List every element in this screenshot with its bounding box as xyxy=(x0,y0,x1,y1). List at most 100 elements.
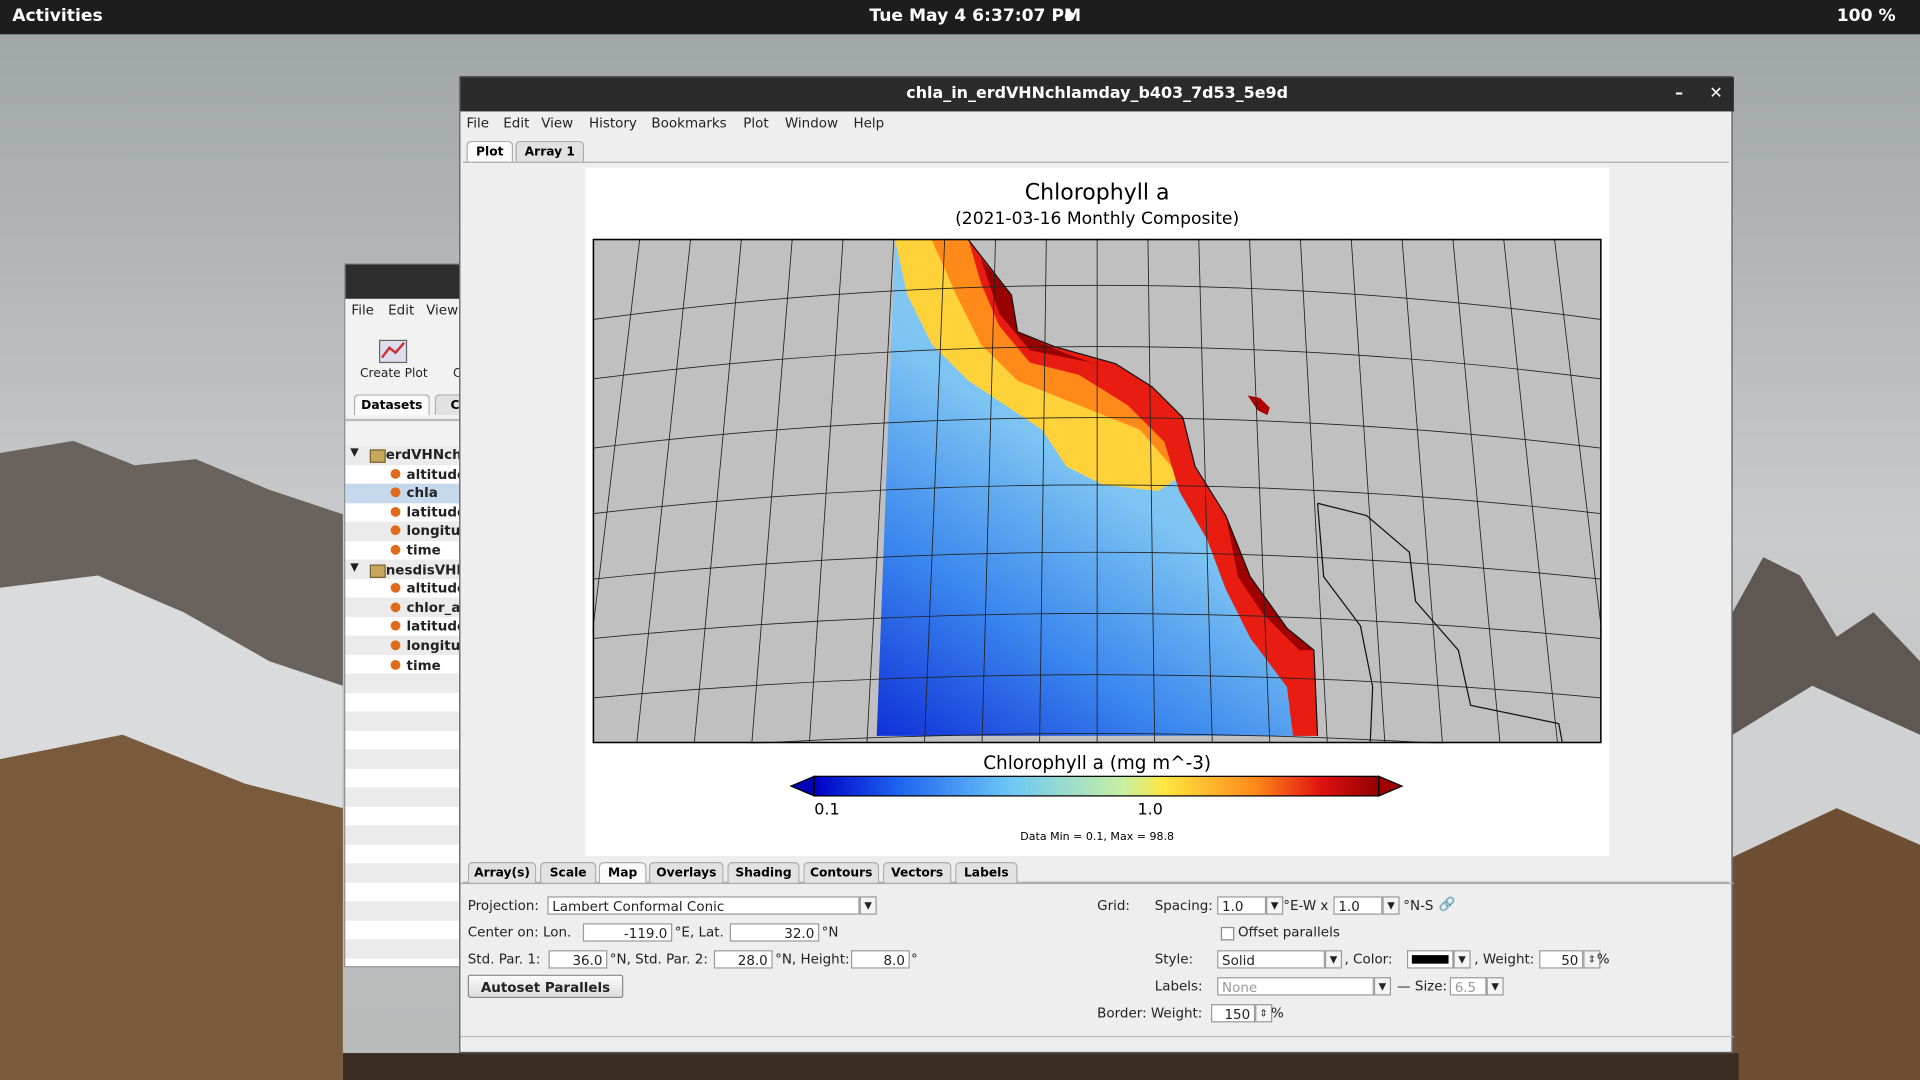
minimize-button[interactable]: – xyxy=(1675,84,1684,103)
color-fill xyxy=(1411,955,1449,964)
tab[interactable]: Contours xyxy=(803,862,880,883)
input-field[interactable]: 6.5 xyxy=(1449,977,1487,996)
dropdown-button[interactable]: ▼ xyxy=(1382,896,1400,915)
label: Projection: xyxy=(467,897,539,914)
variable-icon xyxy=(390,544,401,555)
grid-line xyxy=(1350,238,1386,744)
input-field[interactable]: None xyxy=(1217,977,1374,996)
tree-node[interactable]: nesdisVHN xyxy=(385,561,468,578)
grid-line xyxy=(1249,238,1271,744)
tree-stripe xyxy=(345,825,468,845)
tree-leaf[interactable]: altitude xyxy=(406,466,467,482)
dropdown-button[interactable]: ▼ xyxy=(1373,977,1392,996)
menu-item[interactable]: Plot xyxy=(743,115,769,132)
menu-item[interactable]: Window xyxy=(784,115,839,132)
tab[interactable]: Scale xyxy=(540,862,597,883)
grid-line xyxy=(1147,238,1156,744)
dropdown-button[interactable]: ▼ xyxy=(1453,950,1471,969)
label: Grid: xyxy=(1097,897,1130,914)
plot-title: Chlorophyll a xyxy=(1024,180,1170,206)
input-field[interactable]: 8.0 xyxy=(851,950,910,969)
menu-item[interactable]: View xyxy=(426,302,459,319)
battery[interactable]: 100 % xyxy=(1836,6,1896,26)
tree-leaf[interactable]: latitude xyxy=(406,618,467,635)
tab[interactable]: Datasets xyxy=(353,394,430,416)
input-field[interactable]: Solid xyxy=(1217,950,1325,969)
menu-item[interactable]: History xyxy=(588,115,637,132)
tree-leaf[interactable]: longitu xyxy=(406,523,461,540)
close-button[interactable]: ✕ xyxy=(1709,84,1723,103)
tree-toggle[interactable]: ▼ xyxy=(350,446,359,460)
color-swatch[interactable] xyxy=(1406,950,1454,969)
tree-leaf[interactable]: chla xyxy=(406,485,438,502)
dropdown-button[interactable]: ⇕ xyxy=(1583,950,1601,969)
dropdown-button[interactable]: ▼ xyxy=(1324,950,1343,969)
tree-stripe xyxy=(345,958,468,967)
button[interactable]: Autoset Parallels xyxy=(467,974,624,998)
input-field[interactable]: 1.0 xyxy=(1333,896,1383,915)
tree-node[interactable]: erdVHNchl xyxy=(385,446,467,463)
tree-stripe xyxy=(345,616,468,636)
activities[interactable]: Activities xyxy=(12,6,103,26)
label: % xyxy=(1596,951,1610,968)
link-icon[interactable]: 🔗 xyxy=(1438,896,1456,913)
tab[interactable]: Labels xyxy=(955,862,1018,883)
tab[interactable]: Overlays xyxy=(648,862,724,883)
tree-leaf[interactable]: longitu xyxy=(406,637,461,654)
tab[interactable]: Shading xyxy=(727,862,800,883)
tab[interactable]: Array(s) xyxy=(467,862,537,883)
input-field[interactable]: -119.0 xyxy=(582,923,673,942)
map-grid xyxy=(592,238,1602,744)
tab[interactable]: Array 1 xyxy=(515,140,585,162)
label: Spacing: xyxy=(1154,897,1213,914)
tree-stripe xyxy=(345,901,468,921)
tree-leaf[interactable]: time xyxy=(406,542,441,559)
dropdown-button[interactable]: ⇕ xyxy=(1255,1004,1273,1023)
menu-item[interactable]: File xyxy=(351,302,374,319)
clock[interactable]: Tue May 4 6:37:07 PM xyxy=(869,6,1082,26)
variable-icon xyxy=(390,621,401,632)
dropdown-button[interactable]: ▼ xyxy=(859,896,877,915)
menu-item[interactable]: File xyxy=(466,115,490,132)
data-range: Data Min = 0.1, Max = 98.8 xyxy=(1020,831,1174,844)
dropdown-button[interactable]: ▼ xyxy=(1266,896,1284,915)
tree-leaf[interactable]: time xyxy=(406,657,441,673)
toolbar-button[interactable]: C xyxy=(453,367,462,381)
input-field[interactable]: 36.0 xyxy=(548,950,608,969)
menu-item[interactable]: Edit xyxy=(388,302,415,319)
tab[interactable]: Map xyxy=(598,862,647,883)
dropdown-button[interactable]: ▼ xyxy=(1486,977,1504,996)
tab[interactable]: Vectors xyxy=(882,862,952,883)
menu-item[interactable]: Help xyxy=(853,115,885,132)
tree-stripe xyxy=(345,673,468,693)
grid-line xyxy=(1452,238,1501,744)
toolbar-button[interactable]: Create Plot xyxy=(360,367,428,381)
checkbox[interactable] xyxy=(1220,926,1235,941)
input-field[interactable]: Lambert Conformal Conic xyxy=(547,896,860,915)
menu-item[interactable]: Bookmarks xyxy=(651,115,727,132)
variable-icon xyxy=(390,487,401,498)
tree-leaf[interactable]: chlor_a xyxy=(406,599,461,616)
menu-item[interactable]: Edit xyxy=(503,115,530,132)
label: °N, Std. Par. 2: xyxy=(609,951,708,968)
separator xyxy=(462,161,1729,163)
variable-icon xyxy=(390,525,401,536)
tree-toggle[interactable]: ▼ xyxy=(350,561,359,574)
input-field[interactable]: 150 xyxy=(1211,1004,1256,1023)
tree-leaf[interactable]: latitude xyxy=(406,504,467,521)
label: Labels: xyxy=(1154,978,1203,995)
input-field[interactable]: 50 xyxy=(1539,950,1584,969)
tree-stripe xyxy=(345,578,468,598)
tree-stripe xyxy=(345,787,468,807)
tree-leaf[interactable]: altitude xyxy=(406,580,467,597)
grid-line xyxy=(1039,238,1047,744)
label: °E, Lat. xyxy=(674,924,724,941)
menu-item[interactable]: View xyxy=(541,115,574,132)
input-field[interactable]: 1.0 xyxy=(1217,896,1267,915)
input-field[interactable]: 32.0 xyxy=(729,923,820,942)
tab[interactable]: Plot xyxy=(466,140,514,162)
plot-window: chla_in_erdVHNchlamday_b403_7d53_5e9d – … xyxy=(459,75,1734,1054)
input-field[interactable]: 28.0 xyxy=(713,950,773,969)
tree-folder-icon xyxy=(369,449,386,463)
